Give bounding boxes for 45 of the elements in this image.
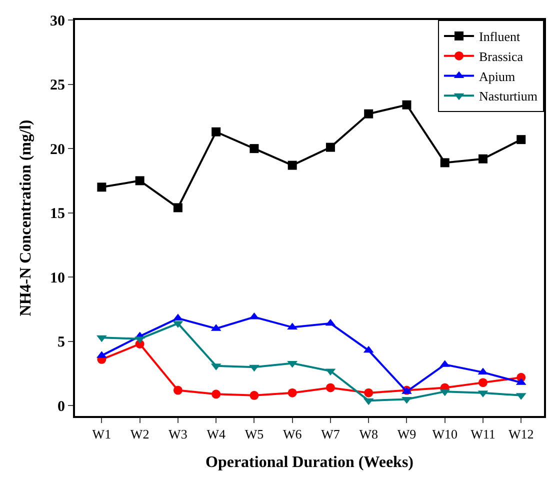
y-tick-label: 5 bbox=[58, 334, 65, 351]
point bbox=[250, 390, 259, 400]
point bbox=[478, 378, 488, 388]
legend-label: Brassica bbox=[479, 48, 524, 64]
point bbox=[212, 390, 221, 399]
y-tick-label: 30 bbox=[50, 13, 65, 30]
x-tick-label: W9 bbox=[397, 426, 416, 442]
x-tick-label: W7 bbox=[321, 426, 340, 442]
point bbox=[288, 388, 297, 398]
y-tick-label: 0 bbox=[58, 398, 65, 415]
point bbox=[249, 364, 260, 372]
point bbox=[326, 383, 335, 392]
x-tick-label: W10 bbox=[432, 426, 458, 442]
x-tick-label: W4 bbox=[206, 426, 226, 442]
point bbox=[288, 160, 297, 170]
point bbox=[173, 386, 182, 395]
y-tick-label: 25 bbox=[50, 78, 65, 94]
point bbox=[173, 203, 182, 212]
y-axis-title: NH4-N Concentration (mg/l) bbox=[17, 120, 34, 316]
point bbox=[364, 109, 374, 118]
point bbox=[364, 388, 374, 398]
x-axis-title: Operational Duration (Weeks) bbox=[206, 454, 414, 471]
x-tick-label: W11 bbox=[470, 426, 496, 442]
point bbox=[402, 100, 412, 110]
point bbox=[135, 176, 144, 186]
legend-label: Influent bbox=[479, 29, 521, 44]
y-tick-label: 15 bbox=[50, 206, 65, 222]
point bbox=[97, 182, 106, 192]
x-tick-label: W8 bbox=[359, 426, 378, 442]
x-tick-label: W1 bbox=[92, 426, 112, 442]
point bbox=[212, 127, 221, 136]
x-tick-label: W5 bbox=[244, 426, 264, 442]
x-tick-label: W3 bbox=[168, 426, 188, 442]
point bbox=[478, 154, 488, 164]
y-tick-label: 10 bbox=[50, 270, 65, 286]
legend-label: Apium bbox=[479, 68, 516, 84]
x-tick-label: W12 bbox=[508, 426, 534, 442]
point bbox=[516, 135, 526, 144]
x-tick-label: W2 bbox=[130, 426, 150, 442]
x-tick-label: W6 bbox=[282, 426, 302, 442]
legend-label: Nasturtium bbox=[479, 88, 538, 104]
y-tick-label: 20 bbox=[50, 142, 65, 158]
point bbox=[440, 158, 450, 168]
point bbox=[326, 142, 335, 152]
point bbox=[250, 144, 259, 154]
